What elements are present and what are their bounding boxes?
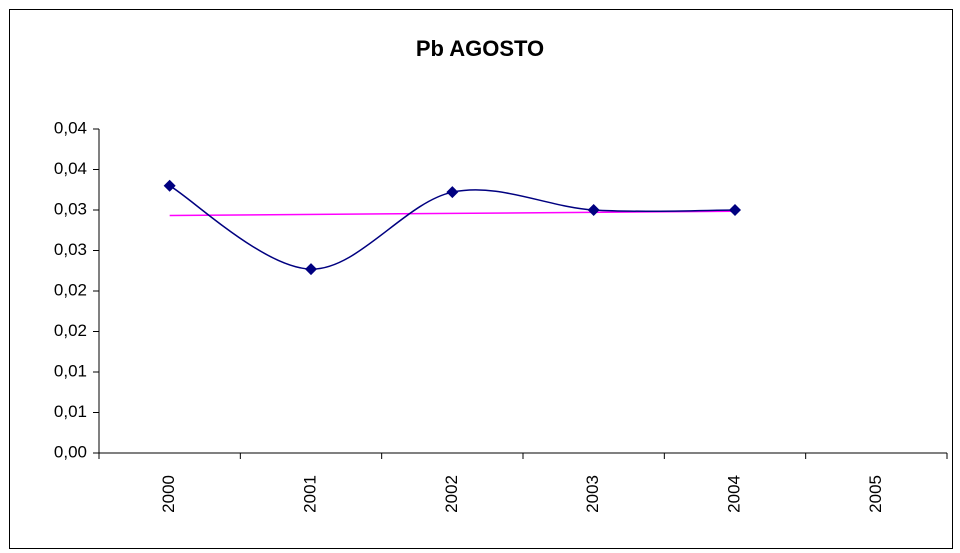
- x-tick-label: 2000: [159, 475, 178, 513]
- marker: [305, 263, 317, 276]
- y-tick-label: 0,03: [54, 199, 87, 218]
- y-tick-label: 0,02: [54, 280, 87, 299]
- y-tick-label: 0,00: [54, 442, 87, 461]
- series-line: [169, 185, 736, 270]
- marker: [587, 204, 600, 216]
- y-tick-label: 0,04: [54, 118, 87, 137]
- x-tick-label: 2004: [724, 475, 743, 513]
- y-tick-label: 0,01: [54, 361, 87, 380]
- marker: [446, 186, 459, 199]
- chart-border: [9, 9, 953, 549]
- trendline: [169, 210, 736, 217]
- marker: [163, 179, 176, 192]
- y-tick-label: 0,04: [54, 159, 87, 178]
- y-tick-label: 0,01: [54, 402, 87, 421]
- x-tick-label: 2003: [583, 475, 602, 513]
- x-tick-label: 2002: [442, 475, 461, 513]
- marker: [729, 204, 741, 216]
- x-tick-label: 2001: [300, 475, 319, 513]
- chart-title: Pb AGOSTO: [416, 36, 544, 61]
- y-tick-label: 0,03: [54, 240, 87, 259]
- x-tick-label: 2005: [866, 475, 885, 513]
- y-tick-label: 0,02: [54, 321, 87, 340]
